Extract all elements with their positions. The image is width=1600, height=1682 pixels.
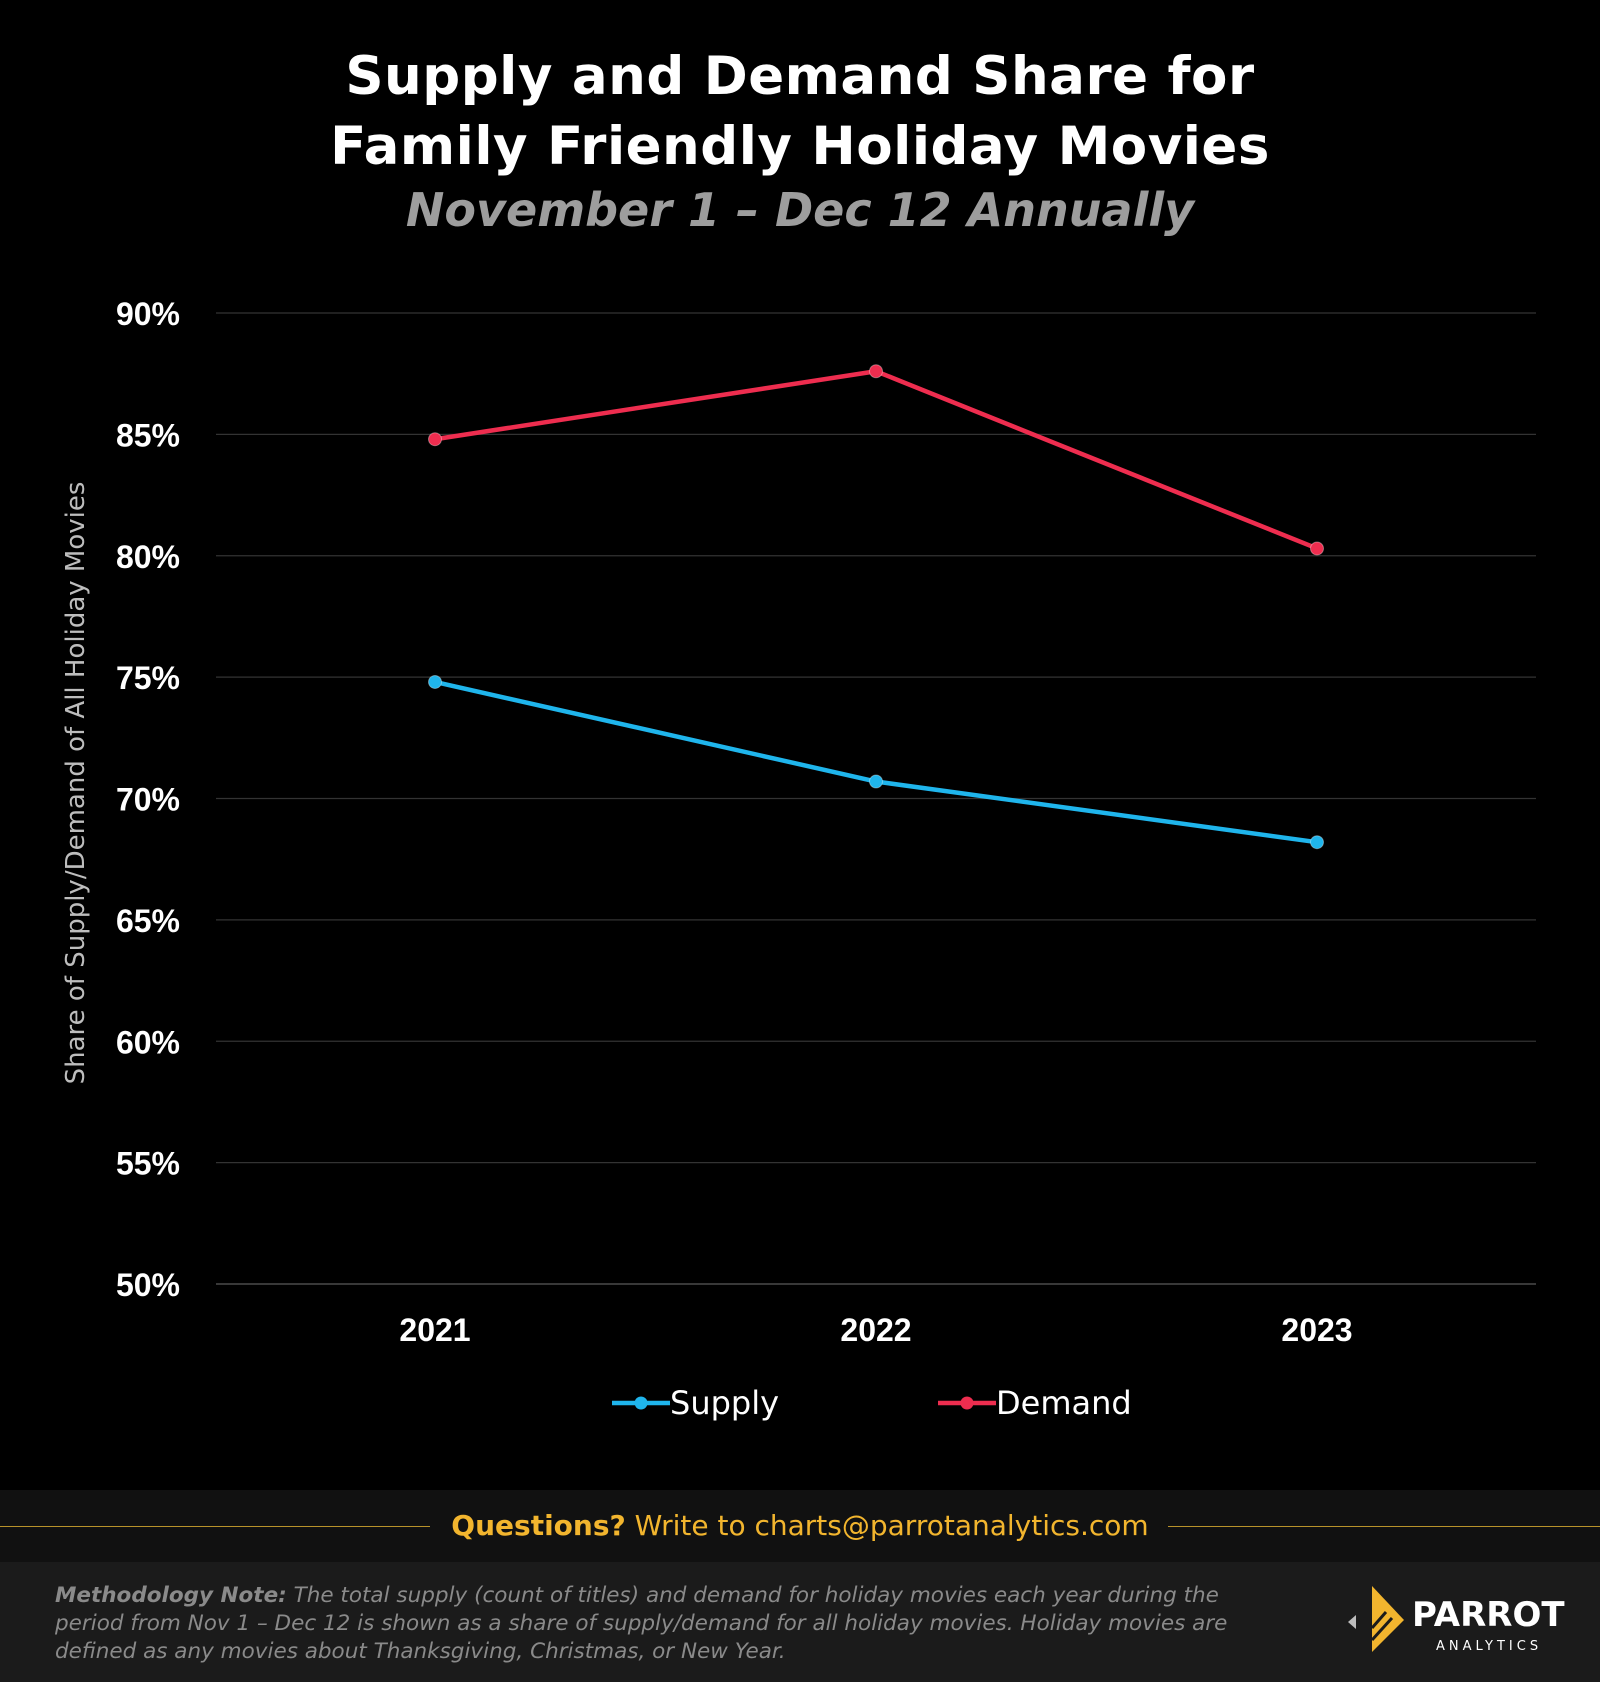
series-demand	[428, 364, 1324, 556]
logo-arrow-icon	[1348, 1615, 1356, 1629]
footer-divider-right	[1168, 1526, 1600, 1527]
legend: Supply Demand	[612, 1384, 1132, 1422]
logo-mark-icon	[1372, 1586, 1404, 1652]
y-axis-label: Share of Supply/Demand of All Holiday Mo…	[61, 482, 91, 1085]
questions-text: Questions? Write to charts@parrotanalyti…	[0, 1506, 1600, 1546]
y-tick-label: 75%	[116, 660, 180, 696]
series-line	[434, 679, 1318, 845]
methodology-text: The total supply (count of titles) and d…	[55, 1583, 1228, 1664]
y-tick-label: 70%	[116, 782, 180, 818]
series	[428, 364, 1324, 850]
series-line	[434, 369, 1318, 551]
y-tick-label: 50%	[116, 1267, 180, 1303]
chart-title: Supply and Demand Share for Family Frien…	[0, 42, 1600, 182]
data-point	[428, 432, 442, 447]
y-tick-label: 65%	[116, 903, 180, 939]
y-tick-label: 90%	[116, 296, 180, 332]
methodology-area: Methodology Note: The total supply (coun…	[0, 1562, 1600, 1682]
contact-link[interactable]: Write to charts@parrotanalytics.com	[634, 1509, 1149, 1542]
data-point	[1310, 835, 1324, 850]
y-axis-ticks: 90% 85% 80% 75% 70% 65% 60% 55% 50%	[116, 296, 180, 1303]
x-axis-ticks: 2021 2022 2023	[399, 1312, 1352, 1348]
legend-item-demand: Demand	[938, 1384, 1132, 1422]
y-tick-label: 55%	[116, 1146, 180, 1182]
data-point	[869, 364, 883, 379]
series-supply	[428, 674, 1324, 850]
x-tick-label: 2023	[1281, 1312, 1352, 1348]
parrot-logo: PARROT ANALYTICS	[1348, 1586, 1565, 1654]
chart-subtitle: November 1 – Dec 12 Annually	[405, 183, 1195, 237]
methodology-label: Methodology Note:	[55, 1583, 287, 1608]
data-point	[428, 674, 442, 689]
title-line-1: Supply and Demand Share for	[345, 46, 1255, 107]
questions-label: Questions?	[451, 1509, 626, 1542]
legend-marker	[634, 1396, 648, 1410]
legend-label: Demand	[996, 1384, 1132, 1422]
y-tick-label: 85%	[116, 417, 180, 453]
footer-divider-left	[0, 1526, 430, 1527]
line-chart: 90% 85% 80% 75% 70% 65% 60% 55% 50% 2021 2022 2023…	[61, 296, 1536, 1422]
legend-label: Supply	[670, 1384, 779, 1422]
legend-marker	[960, 1396, 974, 1410]
gridlines	[216, 312, 1536, 1285]
x-tick-label: 2022	[840, 1312, 911, 1348]
data-point	[1310, 541, 1324, 556]
questions-bar: Questions? Write to charts@parrotanalyti…	[0, 1490, 1600, 1562]
data-point	[869, 774, 883, 789]
x-tick-label: 2021	[399, 1312, 470, 1348]
y-tick-label: 60%	[116, 1024, 180, 1060]
logo-name: PARROT	[1412, 1595, 1565, 1635]
logo-tagline: ANALYTICS	[1436, 1639, 1542, 1654]
title-line-2: Family Friendly Holiday Movies	[330, 116, 1270, 177]
methodology-note: Methodology Note: The total supply (coun…	[55, 1582, 1275, 1666]
legend-item-supply: Supply	[612, 1384, 779, 1422]
y-tick-label: 80%	[116, 539, 180, 575]
